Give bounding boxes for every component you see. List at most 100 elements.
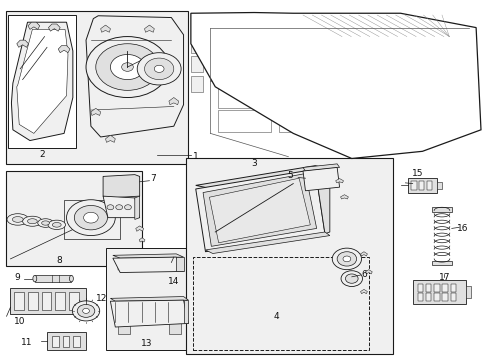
Text: 11: 11 <box>21 338 32 347</box>
Circle shape <box>74 206 107 230</box>
Bar <box>410 181 416 190</box>
Circle shape <box>122 63 133 71</box>
Text: 9: 9 <box>15 273 20 282</box>
Polygon shape <box>58 45 70 53</box>
Text: 7: 7 <box>150 175 155 184</box>
Circle shape <box>66 200 115 235</box>
Polygon shape <box>110 300 188 327</box>
Bar <box>185 158 392 354</box>
Text: 14: 14 <box>168 276 179 285</box>
Ellipse shape <box>69 275 73 282</box>
Bar <box>28 292 38 310</box>
Text: 13: 13 <box>141 339 152 348</box>
Bar <box>190 76 203 92</box>
Bar <box>5 171 142 266</box>
Circle shape <box>124 205 131 210</box>
Circle shape <box>96 44 159 90</box>
Polygon shape <box>176 257 183 271</box>
Bar <box>5 12 188 164</box>
Circle shape <box>144 58 173 80</box>
Ellipse shape <box>22 216 42 226</box>
Text: 16: 16 <box>456 224 468 233</box>
Bar <box>52 336 59 347</box>
Bar <box>425 293 430 301</box>
Circle shape <box>110 54 144 80</box>
Ellipse shape <box>38 219 53 227</box>
Text: 17: 17 <box>438 273 449 282</box>
Bar <box>261 33 305 56</box>
Polygon shape <box>195 166 329 189</box>
Bar <box>118 323 130 334</box>
Polygon shape <box>17 30 68 134</box>
Bar <box>105 248 190 350</box>
Ellipse shape <box>27 219 37 224</box>
Polygon shape <box>17 40 28 47</box>
Bar <box>466 286 470 298</box>
Text: 15: 15 <box>411 170 423 179</box>
Text: 1: 1 <box>192 152 198 161</box>
Bar <box>147 260 158 270</box>
Bar <box>14 292 24 310</box>
Bar <box>10 288 86 315</box>
Bar <box>417 284 422 292</box>
Bar <box>450 284 455 292</box>
Circle shape <box>82 309 89 314</box>
Polygon shape <box>48 24 60 31</box>
Circle shape <box>83 212 98 223</box>
Ellipse shape <box>52 222 61 227</box>
Polygon shape <box>168 98 178 105</box>
Bar <box>318 173 324 185</box>
Bar <box>62 336 69 347</box>
Polygon shape <box>203 174 316 246</box>
Bar <box>307 37 348 67</box>
Circle shape <box>86 37 168 98</box>
Bar <box>210 33 259 56</box>
Ellipse shape <box>41 221 49 225</box>
Bar <box>326 173 332 185</box>
Bar <box>348 37 385 63</box>
Bar <box>69 292 79 310</box>
Polygon shape <box>303 164 339 171</box>
Bar <box>307 69 351 96</box>
Bar <box>266 83 305 108</box>
Bar <box>64 200 120 239</box>
Polygon shape <box>11 22 73 140</box>
Ellipse shape <box>7 214 28 225</box>
Text: 4: 4 <box>273 312 279 321</box>
Polygon shape <box>139 238 145 242</box>
Bar <box>407 178 436 193</box>
Bar <box>417 293 422 301</box>
Polygon shape <box>335 179 343 183</box>
Bar <box>425 284 430 292</box>
Polygon shape <box>303 167 339 191</box>
Bar <box>217 110 271 132</box>
Bar <box>73 336 80 347</box>
Circle shape <box>137 53 181 85</box>
Ellipse shape <box>48 220 65 229</box>
Bar <box>8 15 76 148</box>
Bar <box>41 292 51 310</box>
Polygon shape <box>105 135 115 142</box>
Bar <box>132 260 143 270</box>
Circle shape <box>342 256 350 262</box>
Bar <box>190 56 203 72</box>
Polygon shape <box>315 169 329 234</box>
Circle shape <box>331 248 361 270</box>
Text: 8: 8 <box>56 256 62 265</box>
Bar <box>431 261 451 265</box>
Polygon shape <box>183 300 188 323</box>
Bar <box>35 275 71 282</box>
Polygon shape <box>340 195 347 199</box>
Polygon shape <box>91 108 101 116</box>
Circle shape <box>107 205 114 210</box>
Bar <box>190 19 203 33</box>
Polygon shape <box>28 22 40 30</box>
Circle shape <box>116 205 122 210</box>
Bar <box>193 257 368 350</box>
Text: 2: 2 <box>39 150 45 159</box>
Bar <box>168 323 181 334</box>
Bar <box>442 284 447 292</box>
Circle shape <box>72 301 100 321</box>
Polygon shape <box>360 289 366 294</box>
Polygon shape <box>86 16 183 137</box>
